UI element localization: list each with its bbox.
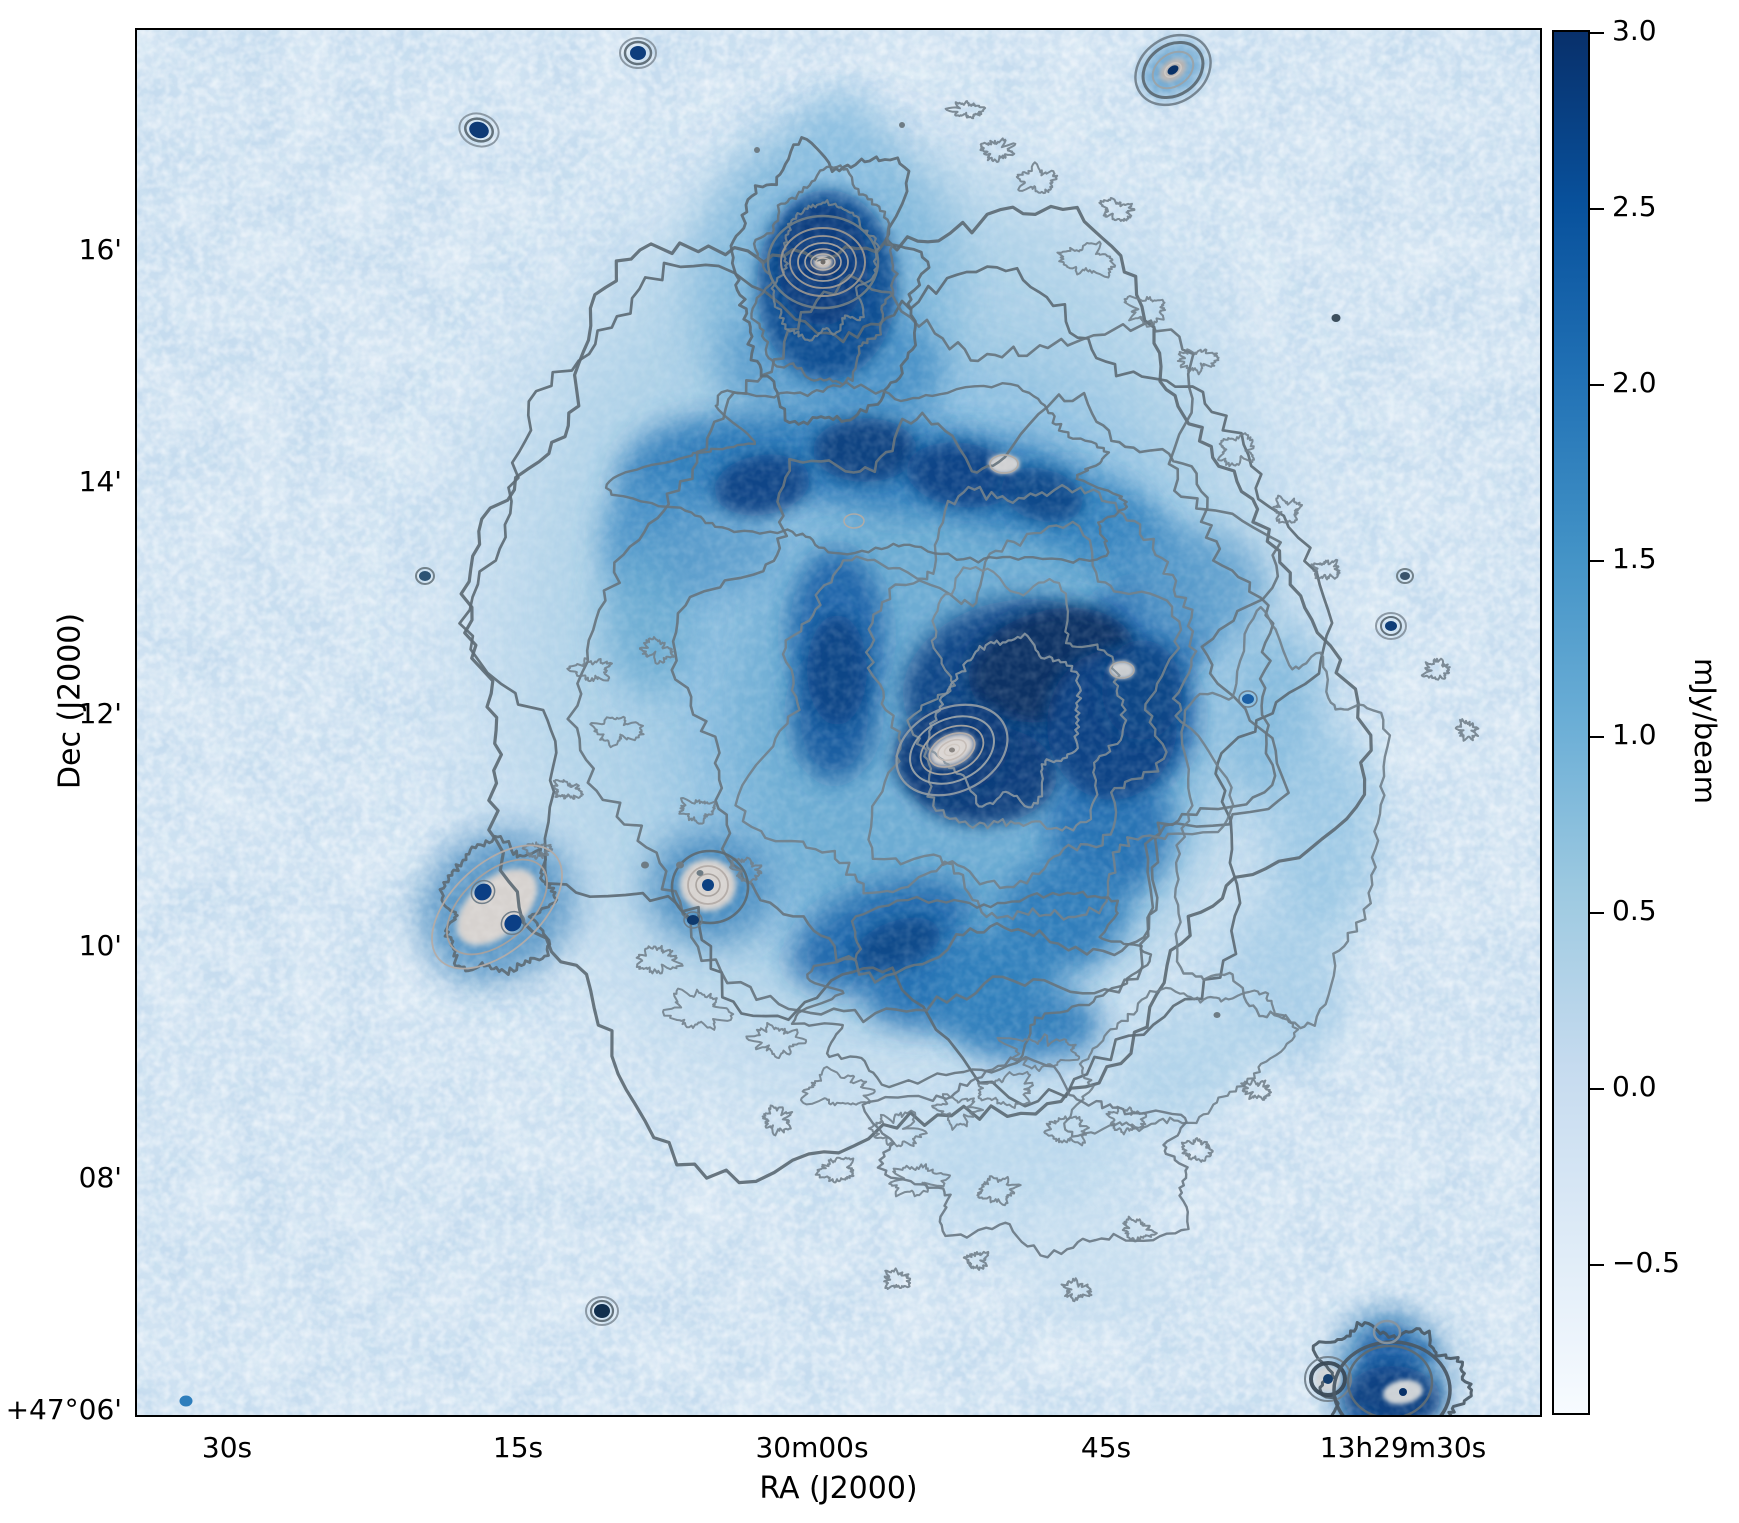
sky-map-axes — [137, 30, 1540, 1415]
noise-overlay — [137, 30, 1540, 1415]
colorbar-tick-label: 2.5 — [1612, 190, 1657, 223]
beam-ellipse — [179, 1395, 193, 1407]
source-rings — [415, 33, 1452, 1415]
colorbar-tick-label: 1.5 — [1612, 542, 1657, 575]
colorbar-tick-mark — [1590, 384, 1604, 387]
colorbar-tick-label: 0.5 — [1612, 894, 1657, 927]
colorbar-tick-mark — [1590, 208, 1604, 211]
compact-sources — [419, 46, 1410, 1396]
x-tick-label: 45s — [1080, 1431, 1132, 1464]
y-tick-label: 08' — [78, 1161, 122, 1194]
colorbar-tick-label: 3.0 — [1612, 14, 1657, 47]
colorbar-tick-mark — [1590, 560, 1604, 563]
x-tick-label: 15s — [492, 1431, 544, 1464]
y-tick-label: 14' — [78, 465, 122, 498]
colorbar-tick-label: −0.5 — [1612, 1246, 1680, 1279]
y-tick-label: 12' — [78, 697, 122, 730]
colorbar-tick-label: 2.0 — [1612, 366, 1657, 399]
colorbar-label: mJy/beam — [1688, 657, 1722, 804]
colorbar-tick-mark — [1590, 1088, 1604, 1091]
colorbar-tick-label: 0.0 — [1612, 1070, 1657, 1103]
y-tick-label: 16' — [78, 233, 122, 266]
colorbar — [1552, 30, 1590, 1415]
colorbar-tick-mark — [1590, 736, 1604, 739]
x-tick-label: 13h29m30s — [1319, 1431, 1487, 1464]
colorbar-tick-mark — [1590, 1264, 1604, 1267]
colorbar-tick-label: 1.0 — [1612, 718, 1657, 751]
colorbar-tick-mark — [1590, 912, 1604, 915]
sky-image — [137, 30, 1540, 1415]
x-tick-label: 30m00s — [755, 1431, 869, 1464]
colorbar-tick-mark — [1590, 32, 1604, 35]
x-axis-label: RA (J2000) — [759, 1471, 918, 1506]
y-tick-label: +47°06' — [5, 1393, 122, 1426]
y-tick-label: 10' — [78, 929, 122, 962]
x-tick-label: 30s — [201, 1431, 253, 1464]
